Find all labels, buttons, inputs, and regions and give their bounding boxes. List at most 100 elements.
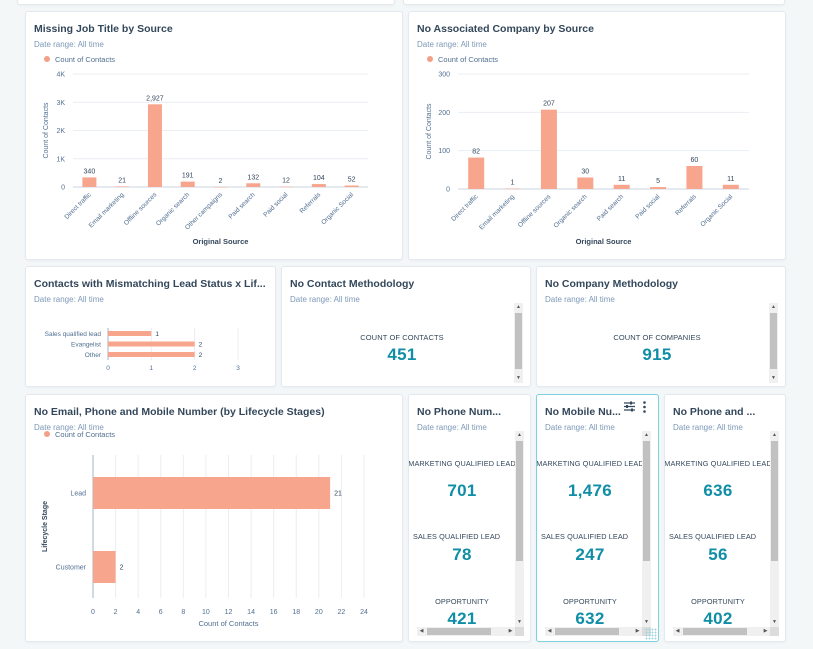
card-title[interactable]: No Phone and ... [673, 406, 756, 418]
scroll-up-icon[interactable]: ▲ [516, 304, 521, 310]
scroll-thumb[interactable] [515, 313, 522, 369]
card-title[interactable]: No Associated Company by Source [417, 23, 594, 35]
y-tick-label: 0 [446, 187, 450, 194]
kpi-value: 451 [387, 345, 417, 364]
scroll-down-icon[interactable]: ▼ [516, 375, 521, 381]
report-card-mismatching-lead-status[interactable]: Contacts with Mismatching Lead Status x … [25, 266, 276, 387]
card-title[interactable]: No Company Methodology [545, 278, 678, 290]
scroll-thumb[interactable] [555, 628, 619, 635]
scroll-up-icon[interactable]: ▲ [644, 432, 649, 438]
data-label: 104 [313, 175, 325, 182]
scroll-right-icon[interactable]: ▶ [635, 628, 640, 634]
metric-list: MARKETING QUALIFIED LEAD 1,476 SALES QUA… [537, 431, 643, 627]
scroll-down-icon[interactable]: ▼ [771, 375, 776, 381]
scroll-thumb[interactable] [643, 441, 650, 561]
scroll-down-icon[interactable]: ▼ [644, 619, 649, 625]
top-partial-card-right [403, 0, 785, 5]
report-card-no-phone-and[interactable]: No Phone and ... Date range: All time MA… [664, 394, 786, 642]
scroll-right-icon[interactable]: ▶ [508, 628, 513, 634]
metric-value: 636 [703, 481, 733, 500]
x-tick-label: 8 [181, 609, 185, 616]
x-tick-label: Direct traffic [450, 193, 480, 223]
horizontal-scrollbar[interactable]: ◀ ▶ [417, 627, 515, 636]
report-card-no-associated-company[interactable]: No Associated Company by Source Date ran… [408, 11, 786, 260]
data-label: 2,927 [146, 95, 164, 102]
y-tick-label: 2K [56, 128, 65, 135]
y-tick-label: 4K [56, 72, 65, 79]
bar [180, 181, 195, 187]
y-tick-label: Customer [56, 565, 87, 572]
x-tick-label: 22 [338, 609, 346, 616]
scroll-left-icon[interactable]: ◀ [675, 628, 680, 634]
kpi-value: 915 [642, 345, 672, 364]
report-card-no-contact-methodology[interactable]: No Contact Methodology Date range: All t… [281, 266, 531, 387]
card-title[interactable]: No Contact Methodology [290, 278, 415, 290]
scroll-thumb[interactable] [771, 441, 778, 561]
data-label: 2 [219, 178, 223, 185]
scroll-thumb[interactable] [516, 441, 523, 561]
bar [540, 109, 557, 189]
vertical-scrollbar[interactable]: ▲ ▼ [769, 303, 778, 383]
metric-label: OPPORTUNITY [691, 597, 745, 606]
horizontal-scrollbar[interactable]: ◀ ▶ [545, 627, 642, 636]
scroll-thumb[interactable] [683, 628, 747, 635]
date-range: Date range: All time [545, 423, 615, 432]
scroll-right-icon[interactable]: ▶ [763, 628, 768, 634]
scroll-corner [515, 627, 524, 636]
report-card-missing-job-title[interactable]: Missing Job Title by Source Date range: … [25, 11, 403, 260]
vertical-scrollbar[interactable]: ▲ ▼ [642, 431, 651, 627]
report-card-no-email-phone-mobile[interactable]: No Email, Phone and Mobile Number (by Li… [25, 394, 403, 642]
scroll-down-icon[interactable]: ▼ [772, 619, 777, 625]
vertical-scrollbar[interactable]: ▲ ▼ [770, 431, 779, 627]
y-tick-label: Other [85, 352, 102, 359]
more-vertical-icon[interactable] [642, 401, 647, 416]
card-title[interactable]: Contacts with Mismatching Lead Status x … [34, 278, 266, 290]
data-label: 1 [155, 331, 159, 338]
report-card-no-phone-number[interactable]: No Phone Num... Date range: All time MAR… [408, 394, 531, 642]
x-tick-label: 0 [106, 365, 110, 372]
horizontal-scrollbar[interactable]: ◀ ▶ [673, 627, 770, 636]
legend-dot-icon [44, 431, 50, 438]
x-tick-label: 12 [225, 609, 233, 616]
scroll-up-icon[interactable]: ▲ [517, 432, 522, 438]
x-tick-label: Referrals [299, 191, 323, 215]
scroll-thumb[interactable] [427, 628, 491, 635]
bar [577, 177, 594, 189]
data-label: 30 [581, 169, 589, 176]
scroll-left-icon[interactable]: ◀ [547, 628, 552, 634]
scroll-down-icon[interactable]: ▼ [517, 619, 522, 625]
x-tick-label: 10 [202, 609, 210, 616]
vertical-scrollbar[interactable]: ▲ ▼ [514, 303, 523, 383]
kpi-label: COUNT OF CONTACTS [360, 333, 444, 342]
card-title[interactable]: No Mobile Nu... [545, 406, 621, 418]
x-tick-label: 0 [91, 609, 95, 616]
data-label: 1 [511, 180, 515, 187]
bar [279, 186, 294, 188]
metric-list: MARKETING QUALIFIED LEAD 701 SALES QUALI… [409, 431, 515, 627]
card-title[interactable]: No Email, Phone and Mobile Number (by Li… [34, 406, 325, 418]
bar [108, 341, 195, 347]
data-label: 21 [334, 491, 342, 498]
bar [115, 186, 130, 187]
x-tick-label: 20 [315, 609, 323, 616]
date-range: Date range: All time [290, 295, 360, 304]
filter-sliders-icon[interactable] [624, 401, 635, 415]
y-tick-label: Sales qualified lead [45, 331, 102, 338]
scroll-up-icon[interactable]: ▲ [771, 304, 776, 310]
x-tick-label: Paid search [227, 191, 256, 220]
scroll-up-icon[interactable]: ▲ [772, 432, 777, 438]
x-tick-label: 4 [136, 609, 140, 616]
bar [108, 331, 152, 336]
metric-value: 402 [703, 609, 733, 627]
date-range: Date range: All time [417, 423, 487, 432]
scroll-left-icon[interactable]: ◀ [419, 628, 424, 634]
y-tick-label: Lead [70, 491, 86, 498]
report-card-no-company-methodology[interactable]: No Company Methodology Date range: All t… [536, 266, 786, 387]
vertical-scrollbar[interactable]: ▲ ▼ [515, 431, 524, 627]
card-title[interactable]: Missing Job Title by Source [34, 23, 173, 35]
report-card-no-mobile-number[interactable]: No Mobile Nu... Date range: All time MAR… [536, 394, 659, 642]
resize-handle[interactable] [645, 628, 657, 640]
card-title[interactable]: No Phone Num... [417, 406, 501, 418]
scroll-thumb[interactable] [770, 313, 777, 369]
x-tick-label: Offline sources [517, 193, 553, 229]
